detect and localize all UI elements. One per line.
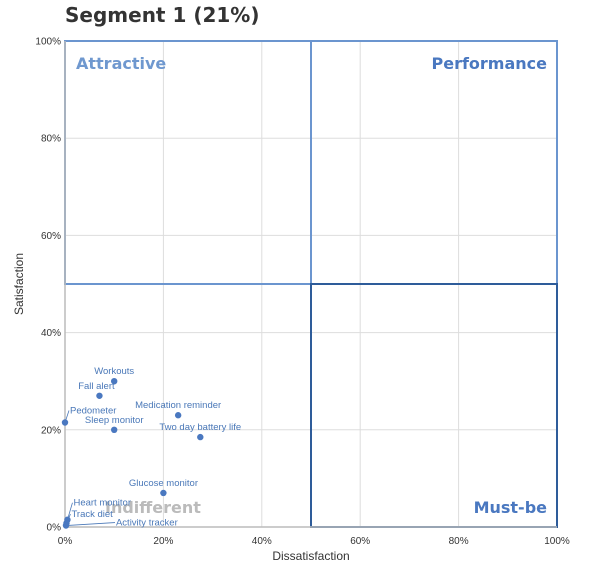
y-tick-label: 60% (41, 231, 61, 242)
point-label: Pedometer (70, 406, 116, 417)
data-point (174, 412, 182, 419)
data-point (61, 419, 69, 426)
quadrant-label-must-be: Must-be (474, 498, 548, 517)
point-label: Medication reminder (135, 400, 221, 411)
data-point (197, 433, 204, 441)
x-tick-label: 0% (58, 536, 73, 547)
point-label: Sleep monitor (85, 415, 144, 426)
x-tick-label: 20% (153, 536, 173, 547)
x-tick-label: 100% (544, 536, 570, 547)
quadrant-label-attractive: Attractive (76, 54, 166, 73)
point-label: Heart monitor (73, 498, 131, 509)
x-axis-title: Dissatisfaction (272, 549, 349, 563)
point-labels: Workouts Fall alert Medication reminder Ped… (70, 366, 241, 528)
data-point (62, 522, 70, 529)
x-tick-label: 60% (350, 536, 370, 547)
point-label: Activity tracker (116, 518, 178, 529)
quadrant-labels: Attractive Performance Indifferent Must-be (76, 54, 547, 517)
data-point (111, 426, 118, 433)
y-tick-label: 100% (35, 37, 61, 48)
axes: 0% 20% 40% 60% 80% 100% 0% 20% 40% 60% 80% 100% (35, 37, 569, 548)
quadrant-label-indifferent: Indifferent (105, 498, 201, 517)
x-tick-label: 80% (449, 536, 469, 547)
point-label: Workouts (94, 366, 134, 377)
point-label: Fall alert (78, 381, 115, 392)
chart-title: Segment 1 (21%) (65, 3, 260, 27)
y-tick-label: 40% (41, 328, 61, 339)
y-axis-title: Satisfaction (12, 253, 26, 315)
y-tick-label: 80% (41, 134, 61, 145)
label-leader-line (65, 522, 116, 526)
data-points (61, 378, 204, 529)
point-label: Track diet (71, 509, 113, 520)
point-label: Glucose monitor (129, 478, 198, 489)
quadrant-performance (310, 40, 558, 285)
y-tick-label: 0% (47, 523, 62, 534)
x-tick-label: 40% (252, 536, 272, 547)
data-point (96, 392, 103, 399)
quadrant-boxes (64, 40, 558, 528)
quadrant-label-performance: Performance (431, 54, 547, 73)
quadrant-attractive (64, 40, 312, 285)
data-point (111, 378, 118, 385)
quadrant-must-be (310, 283, 558, 528)
y-tick-label: 20% (41, 425, 61, 436)
data-point (160, 489, 167, 497)
point-label: Two day battery life (159, 422, 241, 433)
